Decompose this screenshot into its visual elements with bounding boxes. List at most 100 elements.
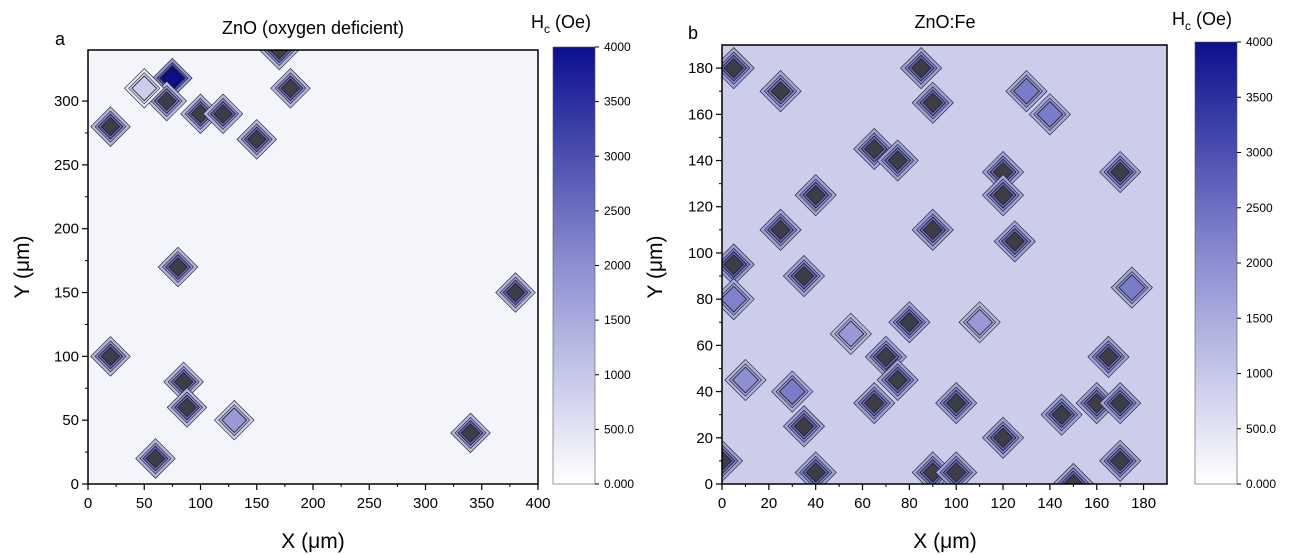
panel-b-x-tick-label: 160 bbox=[1084, 495, 1109, 512]
panel-b-colorbar-tick-label: 500.0 bbox=[1246, 422, 1276, 436]
panel-a-x-tick-label: 200 bbox=[300, 495, 325, 512]
panel-b-x-tick-label: 120 bbox=[991, 495, 1016, 512]
panel-a-hot-spot-core bbox=[505, 282, 526, 303]
panel-b-hot-spot-core bbox=[722, 450, 733, 471]
panel-a-hot-spot bbox=[202, 93, 244, 135]
panel-b-hot-spot bbox=[1005, 70, 1048, 113]
panel-a-y-tick-label: 50 bbox=[62, 412, 79, 429]
panel-b-hot-spot-core bbox=[946, 393, 967, 414]
panel-b-hot-spot bbox=[829, 312, 872, 355]
panel-b-hot-spot-core bbox=[887, 369, 908, 391]
panel-a-hot-spot-core bbox=[145, 448, 166, 469]
panel-a-colorbar-tick-label: 3500 bbox=[604, 95, 631, 109]
panel-a-hot-spot bbox=[135, 438, 176, 479]
panel-b-hot-spot bbox=[888, 301, 931, 344]
panel-a-y-tick-label: 150 bbox=[54, 285, 79, 302]
panel-a-hot-spot bbox=[90, 106, 131, 147]
panel-b-hot-spot-core bbox=[770, 81, 791, 102]
panel-a-contour-ring bbox=[131, 75, 158, 102]
panel-b-hot-spot bbox=[958, 301, 1001, 344]
panel-a-hot-spot bbox=[166, 387, 208, 428]
panel-b-hot-spots bbox=[722, 47, 1153, 484]
panel-a-colorbar-title: Hc (Oe) bbox=[531, 12, 591, 36]
panel-b-hot-spot bbox=[722, 243, 755, 286]
panel-a-colorbar-tick-label: 3000 bbox=[604, 149, 631, 163]
panel-a-x-tick-label: 250 bbox=[357, 495, 382, 512]
panel-a: a ZnO (oxygen deficient) 0 50 100 150 200 250… bbox=[11, 12, 634, 553]
panel-b-hot-spot bbox=[935, 451, 978, 484]
panel-b-x-tick-label: 60 bbox=[854, 495, 871, 512]
panel-b-hot-spot bbox=[853, 127, 896, 171]
panel-a-colorbar-unit: (Oe) bbox=[550, 12, 591, 32]
panel-a-hot-spot bbox=[124, 68, 165, 109]
panel-b-x-tick-label: 100 bbox=[944, 495, 969, 512]
panel-b-y-tick-label: 80 bbox=[696, 291, 713, 308]
panel-a-hot-spot-core bbox=[460, 423, 481, 443]
panel-a-colorbar bbox=[552, 46, 596, 485]
panel-a-hot-spot-core bbox=[213, 104, 233, 124]
panel-b-hot-spot bbox=[771, 370, 814, 413]
panel-a-hot-spot-core bbox=[157, 91, 177, 111]
panel-b-y-tick-label: 140 bbox=[688, 153, 713, 170]
panel-b-hot-spot bbox=[794, 451, 837, 484]
panel-b-colorbar-unit: (Oe) bbox=[1191, 9, 1232, 29]
panel-b-hot-spot-core bbox=[864, 393, 885, 414]
panel-a-y-label: Y (μm) bbox=[11, 235, 34, 298]
panel-b-y-tick-label: 40 bbox=[696, 384, 713, 401]
panel-b-hot-spot bbox=[722, 439, 744, 482]
panel-b-hot-spot bbox=[911, 208, 954, 251]
panel-a-x-tick-label: 350 bbox=[469, 495, 494, 512]
panel-b-contour-ring bbox=[966, 308, 994, 336]
panel-a-plot-area bbox=[88, 50, 538, 484]
panel-b-hot-spot bbox=[782, 255, 826, 298]
panel-a-hot-spot-core bbox=[247, 129, 267, 150]
panel-b-contour-ring bbox=[1036, 100, 1064, 128]
panel-a-hot-spot bbox=[146, 80, 187, 122]
panel-b-y-tick-label: 0 bbox=[705, 476, 713, 493]
panel-b-hot-spot bbox=[993, 220, 1036, 263]
panel-b-title: ZnO:Fe bbox=[914, 12, 975, 32]
panel-a-x-axis: 0 50 100 150 200 250 300 350 400 bbox=[84, 484, 551, 512]
panel-a-contour-ring bbox=[221, 407, 248, 434]
panel-b-hot-spot-core bbox=[805, 185, 826, 206]
panel-b-y-tick-label: 180 bbox=[688, 60, 713, 77]
panel-b-hot-spot-core bbox=[723, 58, 744, 79]
panel-a-colorbar-tick-label: 1500 bbox=[604, 313, 631, 327]
panel-b-hot-spot-core bbox=[1110, 450, 1131, 471]
panel-b-colorbar-tick-label: 1000 bbox=[1246, 367, 1273, 381]
panel-b-hot-spot bbox=[982, 174, 1025, 217]
panel-b-hot-spot bbox=[853, 382, 896, 425]
panel-b-contour-ring bbox=[1013, 77, 1040, 105]
panel-b-hot-spot bbox=[759, 70, 802, 113]
panel-b-colorbar-tick-label: 3000 bbox=[1246, 146, 1273, 160]
panel-b-hot-spot-core bbox=[1098, 346, 1119, 368]
panel-b-x-axis: 0 20 40 60 80 100 120 140 160 180 bbox=[718, 484, 1156, 512]
panel-b-colorbar-tick-label: 1500 bbox=[1246, 311, 1273, 325]
panel-b-contour-ring bbox=[778, 378, 806, 406]
panel-b-hot-spot bbox=[722, 47, 755, 90]
panel-a-x-tick-label: 50 bbox=[136, 495, 153, 512]
panel-b-hot-spot-core bbox=[922, 219, 943, 240]
panel-a-colorbar-ticks: 0.000 500.0 1000 1500 2000 2500 3000 3500 4000 bbox=[595, 40, 634, 491]
panel-b-colorbar-tick-label: 4000 bbox=[1246, 35, 1273, 49]
panel-b-x-tick-label: 0 bbox=[718, 495, 726, 512]
panel-b-hot-spot-core bbox=[770, 219, 791, 240]
panel-a-hot-spot-core bbox=[269, 50, 289, 60]
panel-b-x-label: X (μm) bbox=[913, 530, 976, 553]
panel-a-hot-spot-core bbox=[280, 78, 301, 98]
panel-b-colorbar-ticks: 0.000 500.0 1000 1500 2000 2500 3000 3500 4000 bbox=[1237, 35, 1276, 491]
panel-b-hot-spot-core bbox=[864, 138, 885, 160]
panel-b-hot-spot bbox=[1087, 335, 1130, 378]
panel-b-hot-spot-core bbox=[887, 150, 908, 171]
panel-a-colorbar-tick-label: 2000 bbox=[604, 259, 631, 273]
panel-b-colorbar-tick-label: 0.000 bbox=[1246, 477, 1276, 491]
panel-b-hot-spot bbox=[1052, 462, 1095, 484]
panel-a-x-tick-label: 400 bbox=[525, 495, 550, 512]
panel-a-hot-spot bbox=[270, 68, 311, 109]
panel-a-colorbar-tick-label: 2500 bbox=[604, 204, 631, 218]
panel-b-colorbar-tick-label: 3500 bbox=[1246, 90, 1273, 104]
panel-a-hot-spots bbox=[90, 50, 536, 479]
panel-b-hot-spot bbox=[1099, 151, 1142, 194]
panel-a-x-label: X (μm) bbox=[281, 530, 344, 553]
